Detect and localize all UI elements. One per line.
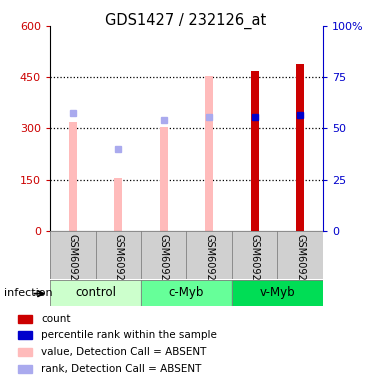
Bar <box>96 231 141 279</box>
Bar <box>232 280 323 306</box>
Bar <box>18 348 32 356</box>
Text: rank, Detection Call = ABSENT: rank, Detection Call = ABSENT <box>41 364 201 374</box>
Bar <box>141 231 187 279</box>
Bar <box>278 231 323 279</box>
Text: infection: infection <box>4 288 52 298</box>
Bar <box>232 231 278 279</box>
Bar <box>50 280 141 306</box>
Text: GSM60926: GSM60926 <box>159 234 169 286</box>
Bar <box>18 365 32 373</box>
Bar <box>187 231 232 279</box>
Text: count: count <box>41 314 70 324</box>
Bar <box>114 178 122 231</box>
Bar <box>18 315 32 322</box>
Text: GSM60925: GSM60925 <box>113 234 123 287</box>
Bar <box>69 122 77 231</box>
Text: value, Detection Call = ABSENT: value, Detection Call = ABSENT <box>41 347 206 357</box>
Text: v-Myb: v-Myb <box>259 286 295 299</box>
Text: control: control <box>75 286 116 299</box>
Text: GSM60924: GSM60924 <box>68 234 78 286</box>
Bar <box>160 127 168 231</box>
Text: GSM60927: GSM60927 <box>204 234 214 287</box>
Bar <box>18 332 32 339</box>
Bar <box>250 70 259 231</box>
Text: c-Myb: c-Myb <box>169 286 204 299</box>
Text: percentile rank within the sample: percentile rank within the sample <box>41 330 217 340</box>
Text: GSM60929: GSM60929 <box>295 234 305 286</box>
Bar <box>205 76 213 231</box>
Bar <box>141 280 232 306</box>
Text: GSM60928: GSM60928 <box>250 234 260 286</box>
Bar <box>296 64 304 231</box>
Bar <box>50 231 96 279</box>
Text: GDS1427 / 232126_at: GDS1427 / 232126_at <box>105 13 266 29</box>
